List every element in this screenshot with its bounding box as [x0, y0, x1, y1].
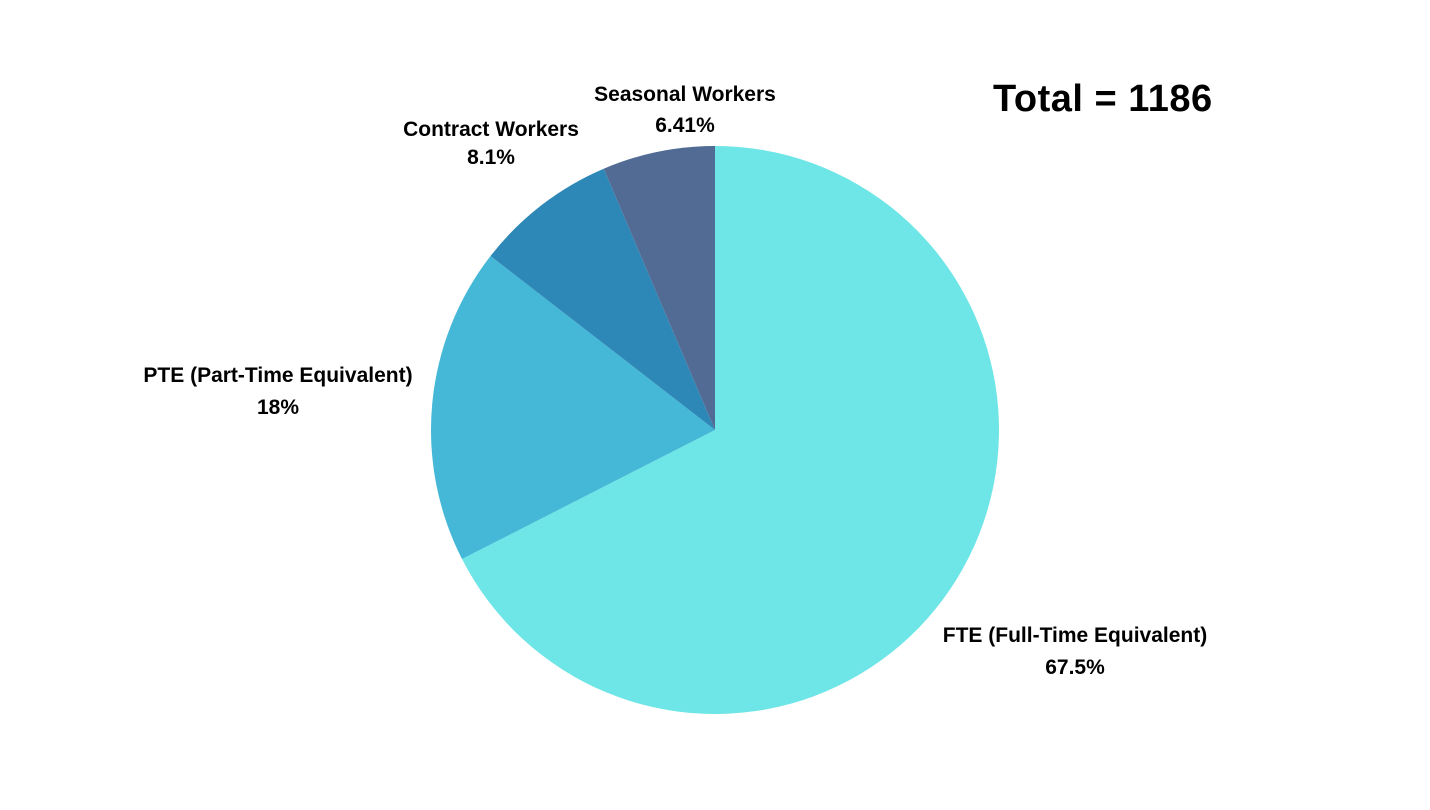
pie-slice-seasonal-workers — [603, 146, 715, 430]
slice-value-label: 8.1% — [467, 146, 515, 169]
slice-value-label: 6.41% — [655, 114, 715, 137]
slice-value-label: 18% — [257, 396, 299, 419]
slice-label: PTE (Part-Time Equivalent) — [143, 364, 412, 387]
slice-label: Seasonal Workers — [594, 83, 776, 106]
slice-label: FTE (Full-Time Equivalent) — [943, 624, 1207, 647]
pie-slices — [430, 146, 1000, 714]
pie-slice-pte-part-time-equivalent — [430, 256, 715, 560]
pie-slice-fte-full-time-equivalent — [462, 146, 1000, 714]
slice-label: Contract Workers — [403, 118, 579, 141]
pie-slice-contract-workers — [490, 168, 715, 430]
total-label: Total = 1186 — [993, 78, 1213, 120]
slice-value-label: 67.5% — [1045, 656, 1105, 679]
pie-labels: FTE (Full-Time Equivalent) 67.5% PTE (Part… — [143, 83, 1207, 679]
